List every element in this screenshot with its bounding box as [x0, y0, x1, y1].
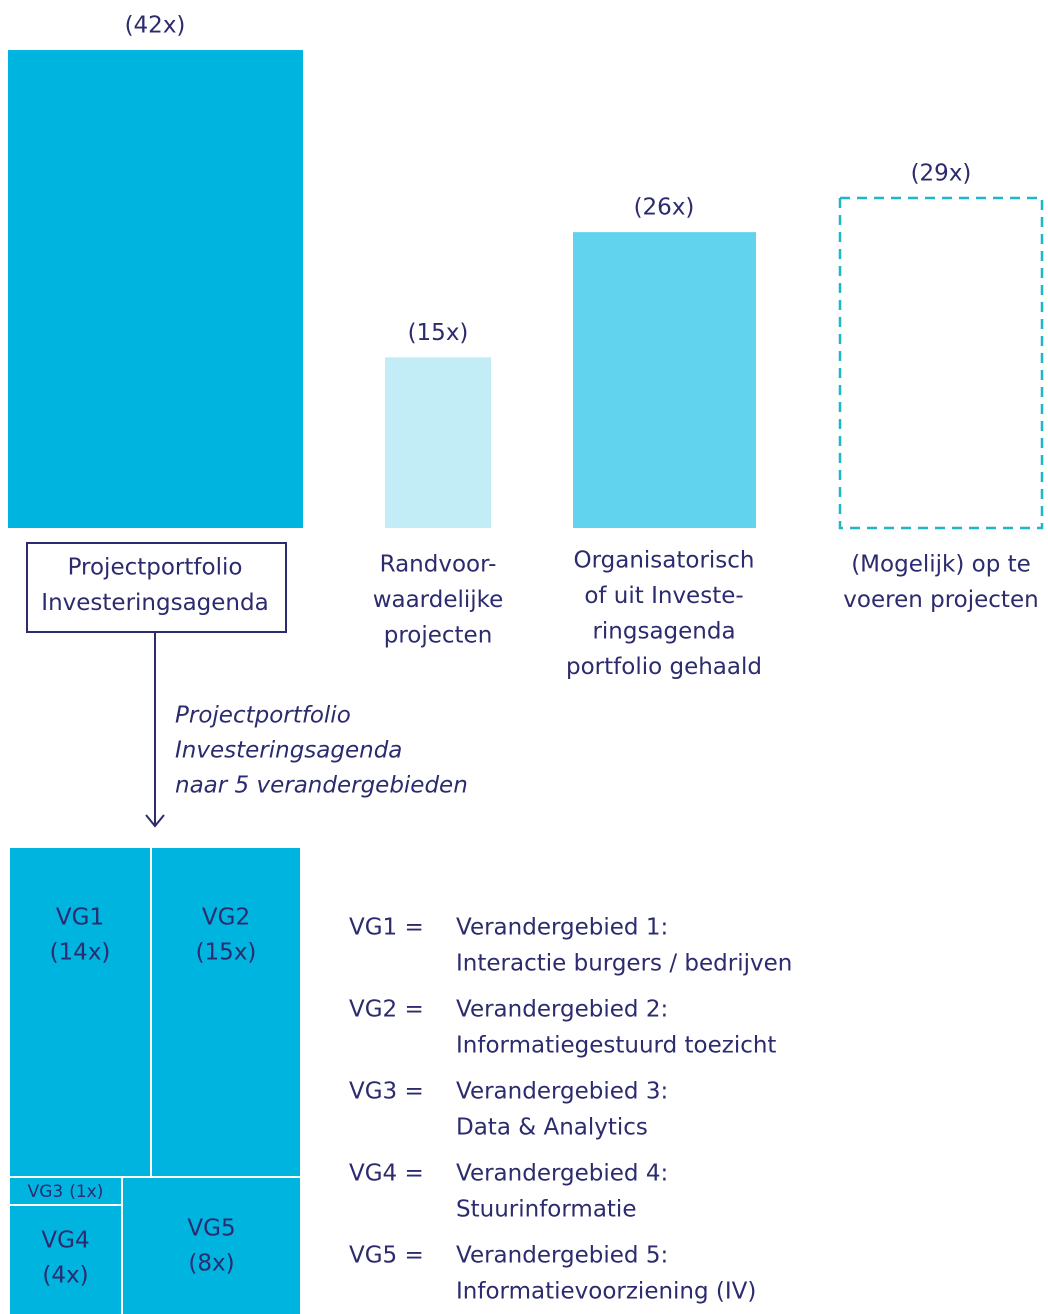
arrow-text: Investeringsagenda — [175, 738, 402, 764]
legend-text: Verandergebied 5: — [456, 1243, 668, 1269]
treemap-name: VG1 — [56, 905, 104, 931]
bar-name: voeren projecten — [843, 587, 1038, 613]
bar-label: (26x) — [634, 195, 695, 221]
bar-name: Organisatorisch — [573, 548, 754, 574]
arrow-text: naar 5 verandergebieden — [175, 773, 468, 799]
legend-text: Verandergebied 1: — [456, 915, 668, 941]
treemap-count: (1x) — [69, 1182, 103, 1202]
bar-name: Projectportfolio — [68, 555, 243, 581]
portfolio-box — [26, 542, 287, 633]
legend-text: Data & Analytics — [456, 1115, 648, 1141]
arrow-head — [145, 814, 165, 828]
treemap-count: (4x) — [42, 1263, 88, 1289]
legend-text: Verandergebied 4: — [456, 1161, 668, 1187]
treemap-count: (8x) — [188, 1251, 234, 1277]
bar-label: (29x) — [911, 160, 972, 186]
treemap-name: VG5 — [187, 1216, 235, 1242]
treemap-cell — [152, 848, 300, 1176]
bar-name: portfolio gehaald — [566, 654, 762, 680]
arrow-text: Projectportfolio — [175, 703, 351, 729]
bar-label: (15x) — [408, 320, 469, 346]
legend-key: VG5 = — [349, 1243, 424, 1269]
legend-text: Stuurinformatie — [456, 1197, 636, 1223]
treemap-count: (15x) — [196, 940, 257, 966]
treemap-name: VG4 — [41, 1228, 89, 1254]
legend-key: VG4 = — [349, 1161, 424, 1187]
treemap-cell — [123, 1178, 300, 1314]
bar-name: waardelijke — [373, 587, 504, 613]
treemap-cell — [10, 1206, 121, 1314]
legend-text: Verandergebied 3: — [456, 1079, 668, 1105]
bar-name: ringsagenda — [592, 619, 735, 645]
legend-key: VG1 = — [349, 915, 424, 941]
legend-text: Verandergebied 2: — [456, 997, 668, 1023]
bar-label: (42x) — [125, 13, 186, 39]
bar-name: Investeringsagenda — [41, 590, 268, 616]
treemap-cell — [10, 1178, 121, 1204]
bar-name: of uit Investe- — [584, 583, 743, 609]
treemap-name: VG2 — [202, 905, 250, 931]
bar-name: Randvoor- — [380, 552, 497, 578]
legend-key: VG2 = — [349, 997, 424, 1023]
bar-name: (Mogelijk) op te — [851, 552, 1031, 578]
treemap-name: VG3 — [28, 1182, 64, 1202]
legend-text: Interactie burgers / bedrijven — [456, 951, 792, 977]
bar — [8, 50, 303, 528]
legend-text: Informatievoorziening (IV) — [456, 1279, 756, 1305]
legend-text: Informatiegestuurd toezicht — [456, 1033, 776, 1059]
bar — [573, 232, 756, 528]
treemap-label: VG3 (1x) — [28, 1182, 104, 1202]
legend-key: VG3 = — [349, 1079, 424, 1105]
treemap-count: (14x) — [50, 940, 111, 966]
treemap-cell — [10, 848, 150, 1176]
bar-name: projecten — [384, 623, 493, 649]
bar — [838, 196, 1044, 530]
bar — [385, 357, 491, 528]
